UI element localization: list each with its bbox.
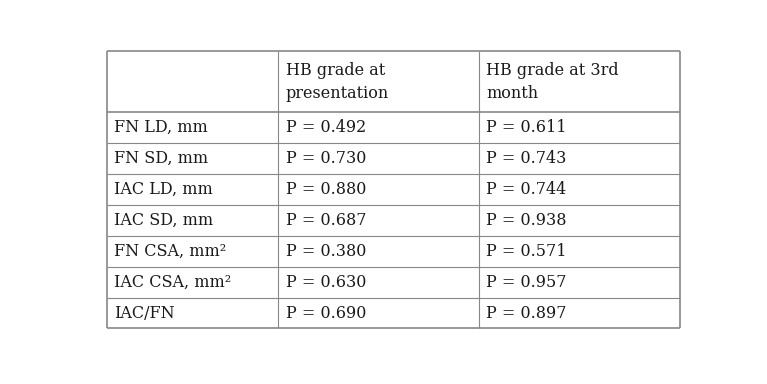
Text: P = 0.938: P = 0.938 [486,212,567,229]
Text: HB grade at 3rd
month: HB grade at 3rd month [486,61,619,102]
Text: P = 0.957: P = 0.957 [486,274,567,291]
Text: P = 0.492: P = 0.492 [285,119,366,136]
Text: P = 0.687: P = 0.687 [285,212,366,229]
Text: FN LD, mm: FN LD, mm [114,119,207,136]
Text: P = 0.611: P = 0.611 [486,119,567,136]
Text: HB grade at
presentation: HB grade at presentation [285,61,389,102]
Text: IAC/FN: IAC/FN [114,305,174,321]
Text: FN SD, mm: FN SD, mm [114,150,208,167]
Text: P = 0.571: P = 0.571 [486,243,567,260]
Text: P = 0.743: P = 0.743 [486,150,567,167]
Text: FN CSA, mm²: FN CSA, mm² [114,243,226,260]
Text: IAC CSA, mm²: IAC CSA, mm² [114,274,231,291]
Text: P = 0.630: P = 0.630 [285,274,366,291]
Text: IAC SD, mm: IAC SD, mm [114,212,212,229]
Text: P = 0.880: P = 0.880 [285,181,366,198]
Text: P = 0.897: P = 0.897 [486,305,567,321]
Text: P = 0.730: P = 0.730 [285,150,366,167]
Text: IAC LD, mm: IAC LD, mm [114,181,212,198]
Text: P = 0.380: P = 0.380 [285,243,366,260]
Text: P = 0.690: P = 0.690 [285,305,366,321]
Text: P = 0.744: P = 0.744 [486,181,566,198]
